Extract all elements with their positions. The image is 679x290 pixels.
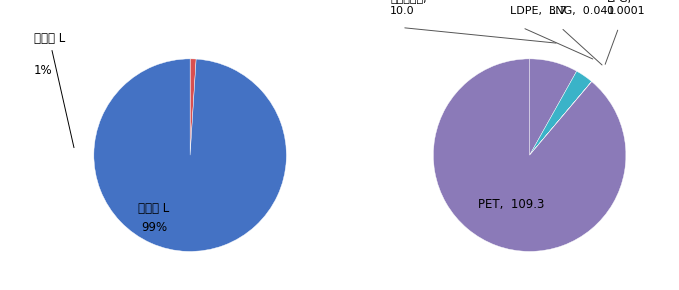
- Text: 1%: 1%: [34, 64, 52, 77]
- Text: 직접수 L: 직접수 L: [34, 32, 74, 148]
- Wedge shape: [530, 71, 591, 155]
- Text: LNG,  0.041: LNG, 0.041: [549, 6, 614, 16]
- Text: 간접수 L: 간접수 L: [139, 202, 170, 215]
- Wedge shape: [94, 59, 287, 251]
- Text: LPG,
0.0001: LPG, 0.0001: [606, 0, 645, 16]
- Wedge shape: [530, 81, 592, 155]
- Wedge shape: [190, 59, 196, 155]
- Text: 99%: 99%: [141, 221, 167, 234]
- Wedge shape: [530, 81, 592, 155]
- Wedge shape: [530, 59, 576, 155]
- Wedge shape: [433, 59, 626, 251]
- Text: 붉은옥수수,
10.0: 붉은옥수수, 10.0: [390, 0, 426, 16]
- Text: LDPE,  3.7: LDPE, 3.7: [511, 6, 567, 16]
- Text: PET,  109.3: PET, 109.3: [478, 198, 545, 211]
